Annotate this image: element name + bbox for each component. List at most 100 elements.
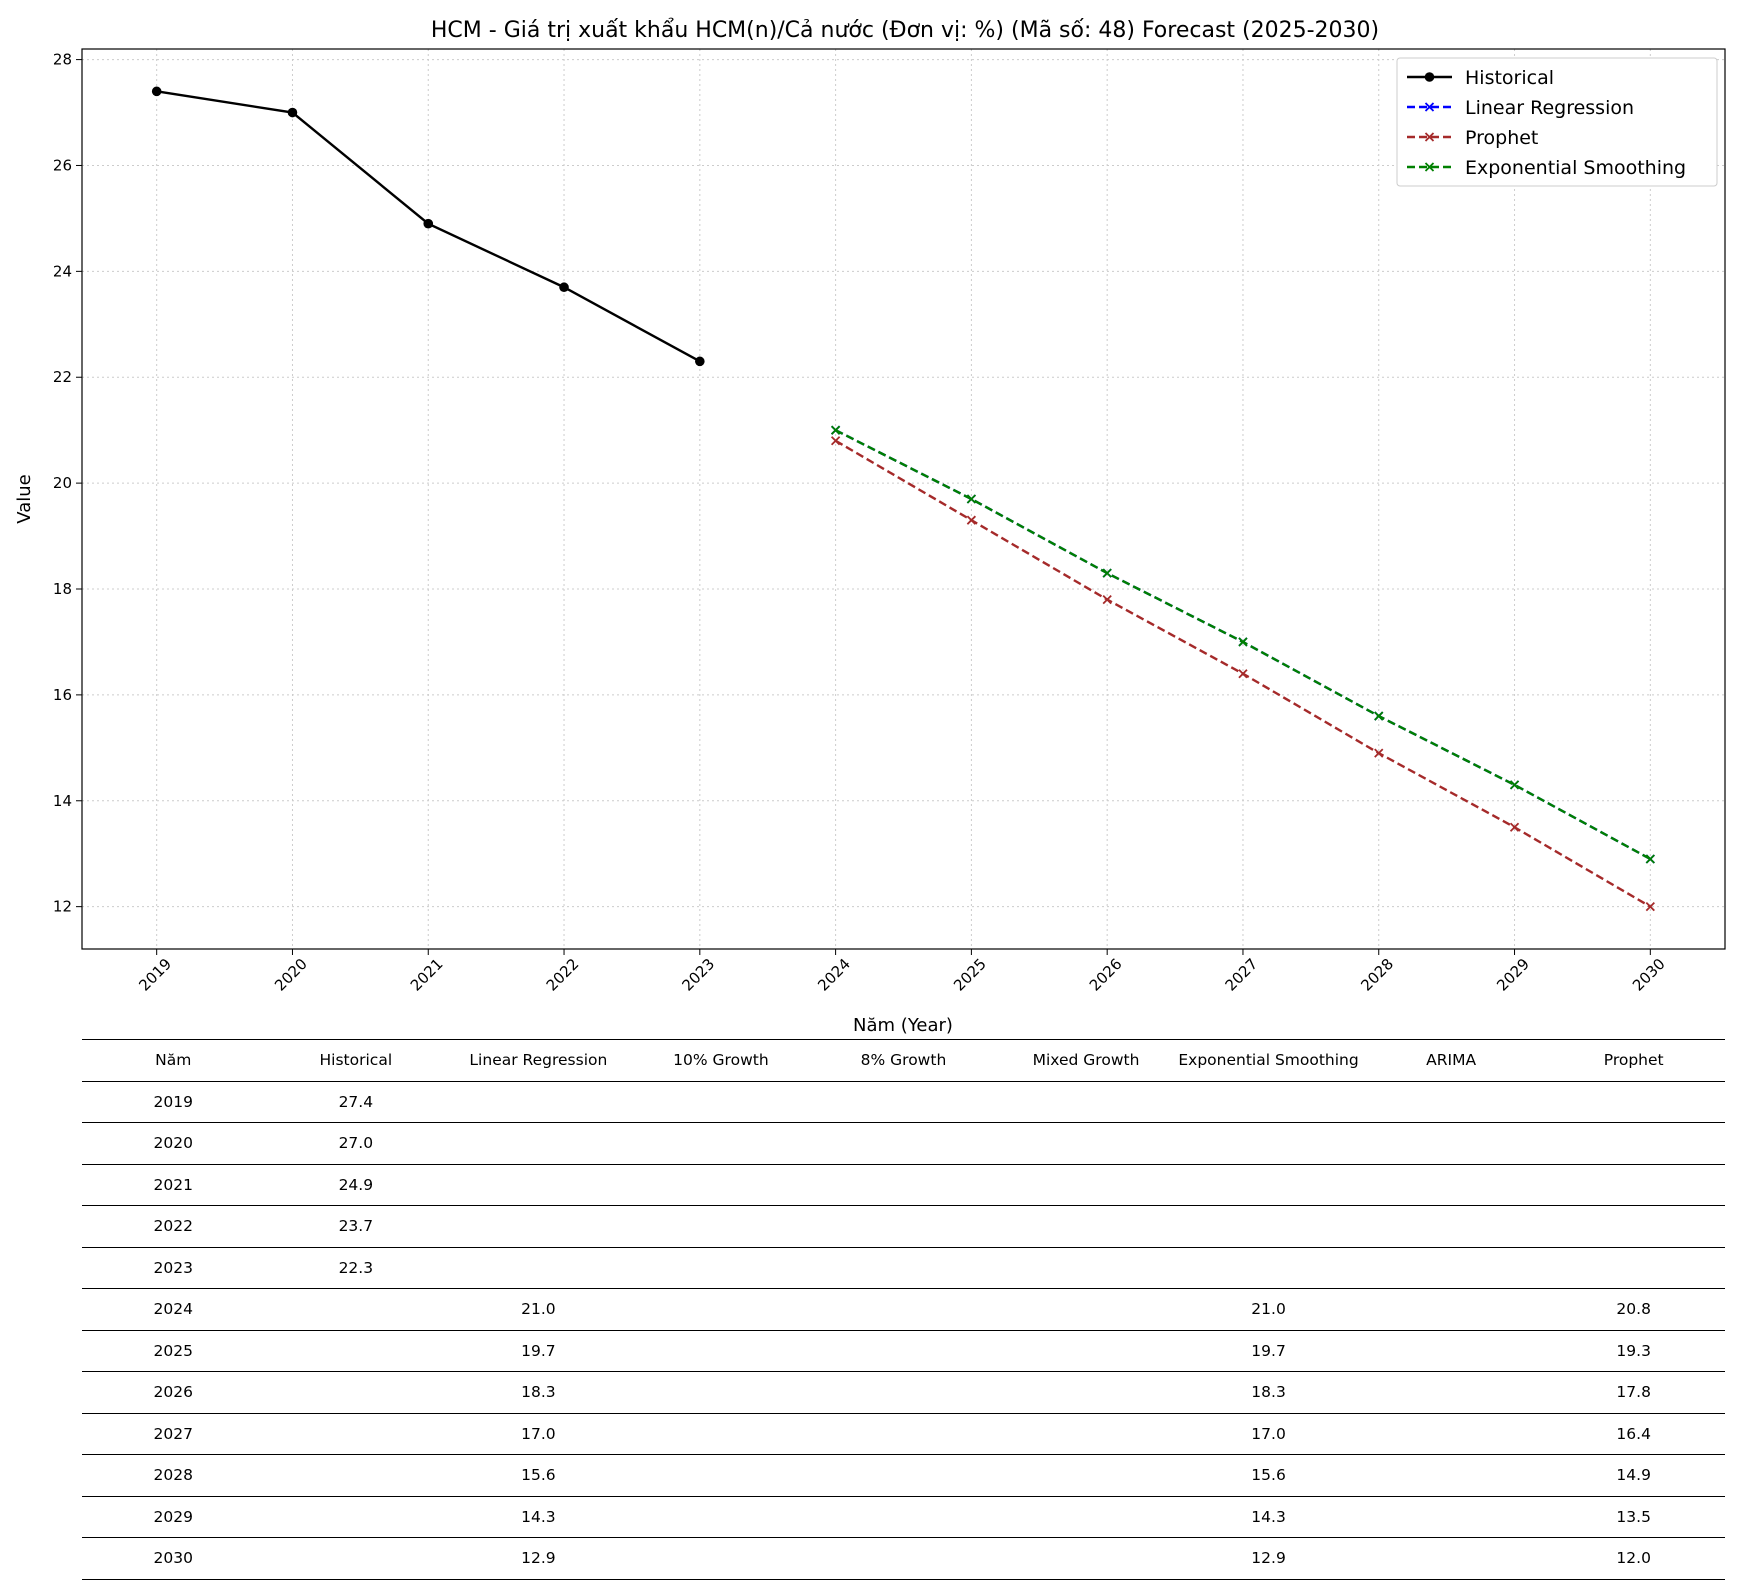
table-cell	[994, 1537, 1178, 1580]
table-cell: 21.0	[1177, 1288, 1360, 1330]
data-point	[966, 515, 977, 525]
legend-label: Exponential Smoothing	[1465, 157, 1686, 179]
table-cell	[264, 1412, 448, 1455]
grid-lines	[82, 49, 1725, 949]
forecast-line-chart: HCM - Giá trị xuất khẩu HCM(n)/Cả nước (…	[14, 18, 1726, 1036]
table-cell: 21.0	[447, 1288, 630, 1330]
table-cell: 27.4	[264, 1080, 448, 1123]
legend-marker	[1424, 102, 1435, 112]
table-cell	[994, 1371, 1178, 1413]
table-cell: 12.9	[1177, 1537, 1360, 1580]
y-axis-label: Value	[14, 474, 35, 523]
legend-label: Prophet	[1465, 127, 1538, 149]
table-cell	[447, 1080, 630, 1123]
data-point	[830, 425, 841, 435]
table-cell: 20.8	[1542, 1288, 1725, 1330]
table-header-cell: Mixed Growth	[994, 1039, 1178, 1081]
table-row: 2022 23.7	[82, 1205, 1725, 1247]
y-tick-label: 14	[53, 792, 72, 810]
y-tick-label: 16	[53, 686, 72, 704]
data-point	[1102, 568, 1112, 578]
table-cell: 2022	[82, 1205, 265, 1247]
table-cell	[812, 1371, 995, 1413]
table-cell	[1542, 1080, 1725, 1123]
table-header-cell: ARIMA	[1359, 1039, 1543, 1081]
table-cell: 13.5	[1542, 1495, 1725, 1538]
data-point	[830, 436, 841, 446]
table-cell	[812, 1205, 995, 1247]
forecast-table-container: Năm Historical Linear Regression 10% Growth…	[82, 1039, 1725, 1580]
y-tick-label: 12	[53, 898, 72, 916]
x-tick-label: 2025	[950, 955, 990, 995]
table-cell: 22.3	[264, 1246, 448, 1289]
data-point	[1238, 637, 1248, 647]
x-tick-label: 2027	[1222, 955, 1262, 995]
table-cell	[812, 1329, 995, 1372]
table-cell	[629, 1122, 813, 1164]
table-body: 2019 27.4 2020 27.0 2021 24.9 2022 23.7 2023 22.3…	[82, 1080, 1725, 1580]
data-point	[1645, 902, 1655, 912]
table-cell	[812, 1454, 995, 1496]
y-tick-label: 20	[53, 474, 72, 492]
table-cell	[1542, 1122, 1725, 1164]
table-cell: 18.3	[1177, 1371, 1360, 1413]
table-cell	[629, 1288, 813, 1330]
table-cell	[264, 1495, 448, 1538]
table-cell	[994, 1329, 1178, 1372]
table-cell	[994, 1246, 1178, 1289]
legend-label: Historical	[1465, 67, 1554, 89]
table-cell	[994, 1080, 1178, 1123]
table-cell	[1359, 1537, 1543, 1580]
table-cell: 12.0	[1542, 1537, 1725, 1580]
x-tick-label: 2024	[814, 955, 854, 995]
x-tick-label: 2022	[543, 955, 583, 995]
table-row: 2028 15.6 15.6 14.9	[82, 1454, 1725, 1496]
table-cell	[1177, 1080, 1360, 1123]
table-cell	[1359, 1246, 1543, 1289]
table-cell	[1542, 1205, 1725, 1247]
y-tick-label: 26	[53, 156, 72, 174]
table-cell: 12.9	[447, 1537, 630, 1580]
table-cell	[629, 1205, 813, 1247]
table-cell: 2027	[82, 1412, 265, 1455]
table-cell	[812, 1288, 995, 1330]
legend-item: Prophet	[1407, 127, 1538, 149]
chart-title: HCM - Giá trị xuất khẩu HCM(n)/Cả nước (…	[431, 18, 1379, 43]
table-cell	[264, 1454, 448, 1496]
x-tick-label: 2029	[1493, 955, 1533, 995]
table-cell	[264, 1537, 448, 1580]
table-row: 2027 17.0 17.0 16.4	[82, 1412, 1725, 1455]
table-header-cell: Năm	[82, 1039, 265, 1081]
table-cell	[994, 1122, 1178, 1164]
data-point	[1102, 594, 1112, 605]
table-cell: 2030	[82, 1537, 265, 1580]
data-point	[423, 218, 434, 229]
data-point	[1374, 711, 1384, 721]
table-cell	[1177, 1246, 1360, 1289]
x-tick-label: 2021	[407, 955, 447, 995]
series-layer	[151, 86, 1655, 912]
data-point	[695, 356, 705, 367]
series-exponential-smoothing	[830, 425, 1655, 864]
legend-item: Exponential Smoothing	[1407, 157, 1686, 179]
table-cell: 19.7	[1177, 1329, 1360, 1372]
table-header-row: Năm Historical Linear Regression 10% Growth…	[82, 1039, 1725, 1081]
table-row: 2020 27.0	[82, 1122, 1725, 1164]
table-cell	[264, 1371, 448, 1413]
table-cell	[1359, 1080, 1543, 1123]
table-cell	[1359, 1329, 1543, 1372]
table-cell	[812, 1495, 995, 1538]
table-header-cell: 8% Growth	[812, 1039, 995, 1081]
table-row: 2029 14.3 14.3 13.5	[82, 1495, 1725, 1538]
table-cell	[1542, 1246, 1725, 1289]
table-cell: 2024	[82, 1288, 265, 1330]
table-cell	[629, 1454, 813, 1496]
table-cell	[447, 1205, 630, 1247]
table-cell: 24.9	[264, 1163, 448, 1206]
table-cell	[1359, 1495, 1543, 1538]
y-tick-label: 24	[53, 262, 72, 280]
table-header-cell: 10% Growth	[629, 1039, 813, 1081]
x-tick-label: 2019	[135, 955, 175, 995]
y-tick-label: 22	[53, 368, 72, 386]
table-cell	[447, 1246, 630, 1289]
